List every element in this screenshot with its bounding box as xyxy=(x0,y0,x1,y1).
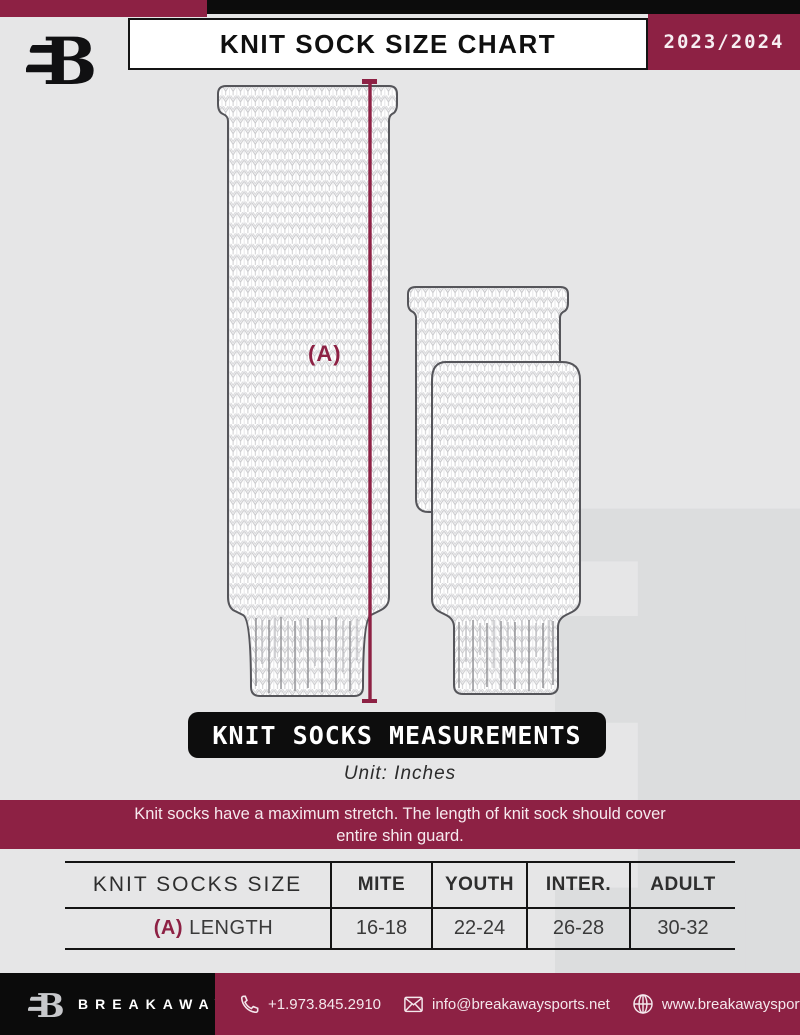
row-label-key: (A) xyxy=(153,917,184,939)
sock-medium-rib-lines-light xyxy=(465,620,550,668)
sock-medium-rib-lines xyxy=(458,620,554,691)
sock-large-rib-lines-light xyxy=(261,618,358,672)
info-banner-line1: Knit socks have a maximum stretch. The l… xyxy=(134,804,666,823)
measurement-line xyxy=(362,79,377,703)
breakaway-b-footer-logo-icon xyxy=(28,984,64,1024)
globe-icon xyxy=(633,994,653,1014)
contact-phone: +1.973.845.2910 xyxy=(239,994,381,1015)
footer-brand-block: BREAKAWAY xyxy=(0,973,224,1035)
header-maroon-strip xyxy=(0,0,207,17)
col-header-adult: ADULT xyxy=(629,861,735,909)
measurement-label: (A) xyxy=(308,341,342,366)
length-youth: 22-24 xyxy=(431,908,527,950)
header-black-strip xyxy=(207,0,800,14)
measurements-banner-text: KNIT SOCKS MEASUREMENTS xyxy=(212,720,582,750)
col-header-mite: MITE xyxy=(330,861,432,909)
length-inter: 26-28 xyxy=(526,908,630,950)
table-row-length: (A) LENGTH 16-18 22-24 26-28 30-32 xyxy=(65,908,735,950)
phone-icon xyxy=(240,995,259,1013)
footer-contact-bar: +1.973.845.2910 info@breakawaysports.net… xyxy=(215,973,800,1035)
size-table: KNIT SOCKS SIZE MITE YOUTH INTER. ADULT … xyxy=(65,861,735,950)
envelope-icon xyxy=(404,996,423,1012)
col-header-inter: INTER. xyxy=(526,861,630,909)
phone-number: +1.973.845.2910 xyxy=(268,995,382,1013)
sock-large xyxy=(217,85,398,697)
sock-diagram xyxy=(217,79,581,703)
sock-large-rib-lines xyxy=(255,617,351,693)
breakaway-wordmark: BREAKAWAY xyxy=(78,996,231,1012)
unit-note: Unit: Inches xyxy=(343,763,457,784)
row-label-length: (A) LENGTH xyxy=(65,908,331,950)
season-label: 2023/2024 xyxy=(663,31,785,53)
contact-email: info@breakawaysports.net xyxy=(403,994,610,1015)
length-mite: 16-18 xyxy=(330,908,432,950)
col-header-youth: YOUTH xyxy=(431,861,527,909)
row-label-text: LENGTH xyxy=(189,917,274,939)
email-address: info@breakawaysports.net xyxy=(432,995,610,1013)
sock-medium-front xyxy=(431,361,581,695)
website-url: www.breakawaysports.net xyxy=(661,995,800,1013)
info-banner-line2: entire shin guard. xyxy=(336,826,464,845)
season-badge: 2023/2024 xyxy=(648,14,800,70)
col-header-size: KNIT SOCKS SIZE xyxy=(65,861,331,909)
info-banner: Knit socks have a maximum stretch. The l… xyxy=(0,800,800,849)
page-title-box: KNIT SOCK SIZE CHART xyxy=(128,18,648,70)
contact-website: www.breakawaysports.net xyxy=(632,993,800,1015)
length-adult: 30-32 xyxy=(629,908,735,950)
page-title: KNIT SOCK SIZE CHART xyxy=(219,28,557,59)
measurements-banner: KNIT SOCKS MEASUREMENTS xyxy=(188,712,606,758)
